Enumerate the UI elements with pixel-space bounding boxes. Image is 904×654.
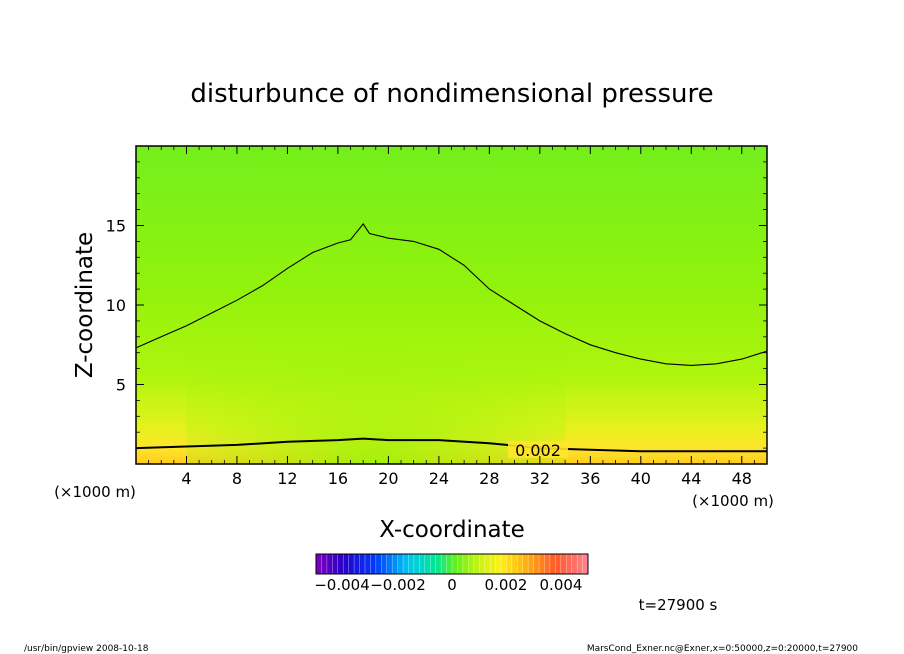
x-tick-label-6: 24	[429, 469, 449, 488]
colorbar-band	[375, 554, 382, 574]
contour-line-1	[135, 437, 767, 453]
colorbar-band	[571, 554, 578, 574]
x-tick-label-8: 32	[530, 469, 550, 488]
colorbar-band	[359, 554, 366, 574]
colorbar-band	[473, 554, 480, 574]
colorbar-band	[337, 554, 344, 574]
colorbar-band	[343, 554, 349, 574]
colorbar-band	[462, 554, 469, 574]
contour-line-2	[135, 222, 768, 366]
colorbar-band	[490, 554, 496, 574]
colorbar-band	[479, 554, 485, 574]
x-tick-label-2: 8	[232, 469, 242, 488]
colorbar-band	[316, 554, 322, 574]
colorbar-band	[392, 554, 398, 574]
colorbar-band	[522, 554, 529, 574]
y-unit-label: (×1000 m)	[54, 483, 136, 501]
colorbar-band	[381, 554, 388, 574]
colorbar-band	[419, 554, 426, 574]
colorbar-band	[500, 554, 507, 574]
colorbar-band	[408, 554, 415, 574]
x-axis-label: X-coordinate	[379, 517, 525, 543]
colorbar-band	[544, 554, 551, 574]
colorbar-band	[577, 554, 583, 574]
colorbar-band	[560, 554, 567, 574]
contour-lines	[135, 222, 768, 453]
time-label: t=27900 s	[639, 596, 718, 614]
x-tick-label-5: 20	[378, 469, 398, 488]
axis-ticks	[136, 146, 767, 464]
colorbar-band	[452, 554, 458, 574]
y-axis-label: Z-coordinate	[72, 232, 98, 378]
colorbar-band	[321, 554, 328, 574]
x-tick-label-12: 48	[732, 469, 752, 488]
colorbar-band	[517, 554, 524, 574]
pressure-field-bulge	[186, 230, 566, 464]
footer-left: /usr/bin/gpview 2008-10-18	[24, 644, 149, 654]
colorbar-band	[348, 554, 355, 574]
colorbar-bands	[315, 554, 589, 574]
colorbar-band	[403, 554, 409, 574]
colorbar-band	[457, 554, 464, 574]
colorbar-band	[397, 554, 404, 574]
colorbar-band	[413, 554, 420, 574]
colorbar-band	[370, 554, 377, 574]
chart-title: disturbunce of nondimensional pressure	[190, 79, 713, 109]
colorbar-band	[549, 554, 556, 574]
x-tick-labels: 4 8 12 16 20 24 28 32 36 40 44 48	[181, 469, 752, 488]
colorbar-label-4: 0.002	[485, 576, 528, 594]
contour-label-bg	[508, 441, 568, 458]
colorbar-band	[555, 554, 562, 574]
colorbar-band	[511, 554, 518, 574]
colorbar-band	[506, 554, 513, 574]
x-unit-label: (×1000 m)	[692, 492, 774, 510]
colorbar-frame	[315, 553, 589, 575]
colorbar-band	[326, 554, 333, 574]
x-tick-label-11: 44	[681, 469, 701, 488]
plot-area: 0.002	[135, 145, 768, 465]
colorbar-band	[364, 554, 371, 574]
y-tick-labels: 5 10 15	[106, 217, 126, 395]
colorbar-band	[468, 554, 475, 574]
y-tick-label-3: 15	[106, 217, 126, 236]
colorbar-band	[582, 554, 589, 574]
colorbar-band	[430, 554, 436, 574]
x-tick-label-10: 40	[631, 469, 651, 488]
colorbar-band	[435, 554, 442, 574]
colorbar-band	[539, 554, 545, 574]
colorbar-band	[533, 554, 540, 574]
colorbar-band	[354, 554, 360, 574]
colorbar-band	[528, 554, 534, 574]
colorbar: −0.004 −0.002 0 0.002 0.004	[314, 553, 589, 594]
colorbar-label-5: 0.004	[540, 576, 583, 594]
footer-right: MarsCond_Exner.nc@Exner,x=0:50000,z=0:20…	[587, 644, 858, 654]
colorbar-band	[566, 554, 572, 574]
colorbar-band	[446, 554, 453, 574]
colorbar-label-3: 0	[447, 576, 457, 594]
colorbar-label-1: −0.004	[314, 576, 370, 594]
colorbar-band	[332, 554, 339, 574]
y-tick-label-2: 10	[106, 296, 126, 315]
x-tick-label-1: 4	[181, 469, 191, 488]
x-tick-label-7: 28	[479, 469, 499, 488]
x-tick-label-3: 12	[277, 469, 297, 488]
y-tick-label-1: 5	[116, 376, 126, 395]
colorbar-band	[495, 554, 502, 574]
colorbar-band	[386, 554, 393, 574]
colorbar-label-2: −0.002	[370, 576, 426, 594]
contour-label: 0.002	[515, 441, 561, 460]
x-tick-label-4: 16	[328, 469, 348, 488]
colorbar-band	[484, 554, 491, 574]
colorbar-band	[441, 554, 447, 574]
x-tick-label-9: 36	[580, 469, 600, 488]
colorbar-band	[424, 554, 431, 574]
